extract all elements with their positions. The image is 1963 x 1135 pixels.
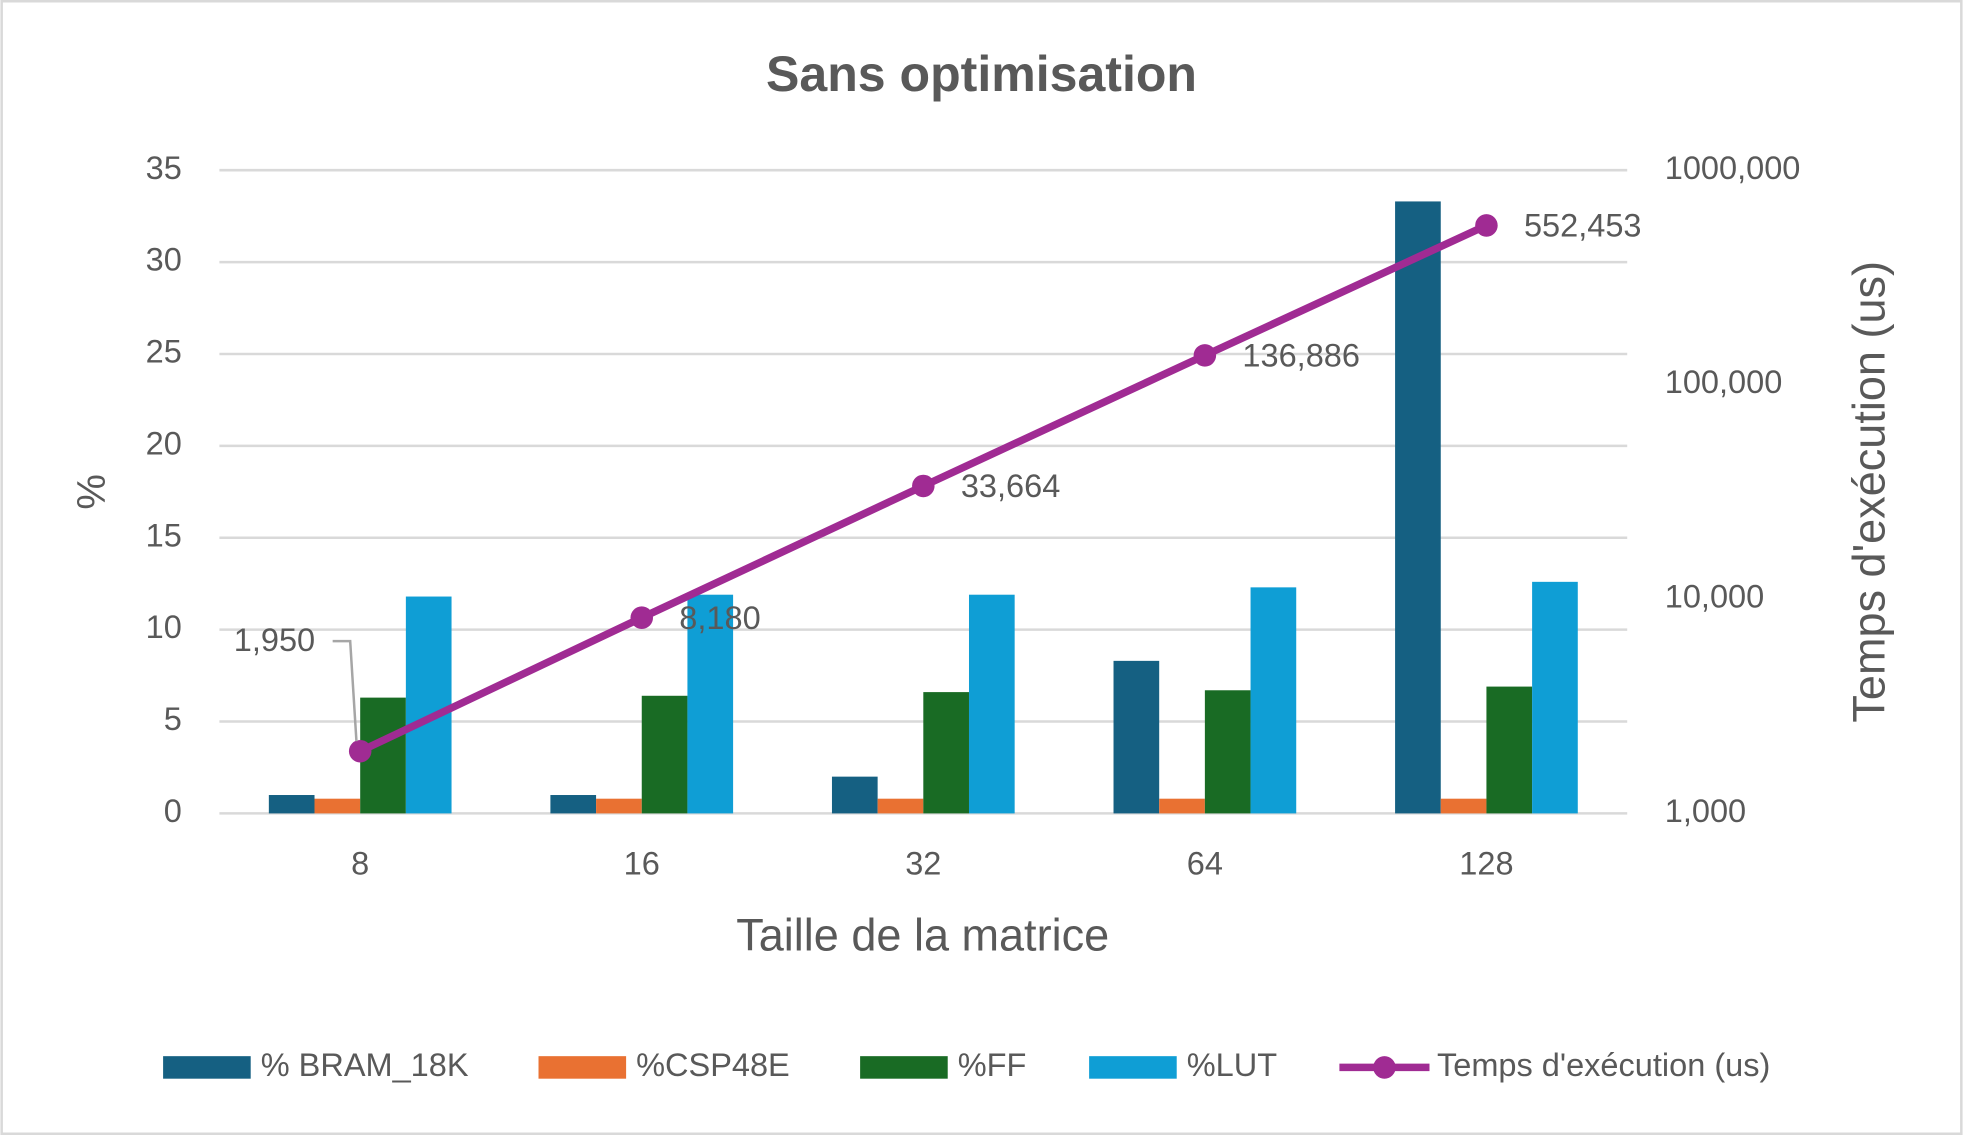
y-tick-label: 30 <box>146 242 182 278</box>
bar <box>1486 686 1533 814</box>
legend-label: Temps d'exécution (us) <box>1437 1047 1770 1083</box>
line-point <box>348 739 372 763</box>
data-label: 552,453 <box>1524 208 1642 244</box>
legend-swatch <box>538 1056 627 1079</box>
legend-label: %FF <box>958 1047 1027 1083</box>
bar <box>596 798 642 814</box>
y2-tick-label: 100,000 <box>1665 364 1783 400</box>
y-tick-label: 0 <box>164 793 182 829</box>
legend-swatch <box>1373 1056 1396 1079</box>
data-label: 33,664 <box>961 468 1060 504</box>
line-point <box>1475 214 1498 237</box>
line-point <box>1193 344 1217 367</box>
bar <box>923 692 969 814</box>
legend-swatch <box>1089 1056 1177 1079</box>
x-tick-label: 64 <box>1187 846 1223 882</box>
x-tick-label: 16 <box>624 846 660 882</box>
bar <box>1159 798 1205 814</box>
bar <box>831 776 878 814</box>
line-point <box>912 474 935 498</box>
y-tick-label: 20 <box>146 425 182 461</box>
y-tick-label: 35 <box>146 150 182 186</box>
y2-tick-label: 1000,000 <box>1665 150 1801 186</box>
y2-tick-label: 1,000 <box>1665 793 1746 829</box>
bar <box>1440 798 1487 814</box>
y2-tick-label: 10,000 <box>1665 579 1764 615</box>
bar <box>1395 201 1441 814</box>
legend-label: %CSP48E <box>636 1047 790 1083</box>
data-label: 8,180 <box>679 600 760 636</box>
bar <box>1113 660 1160 814</box>
legend-swatch <box>860 1056 948 1079</box>
y-axis-title: % <box>70 474 114 510</box>
bar <box>687 594 734 814</box>
legend-label: % BRAM_18K <box>261 1047 469 1083</box>
y2-axis-title: Temps d'exécution (us) <box>1843 261 1894 723</box>
y-tick-label: 5 <box>164 701 182 737</box>
x-axis-title: Taille de la matrice <box>736 909 1109 960</box>
bar <box>405 596 452 814</box>
bar <box>641 695 688 814</box>
bar <box>968 594 1015 814</box>
x-tick-label: 8 <box>351 846 369 882</box>
x-tick-label: 32 <box>905 846 941 882</box>
bar <box>1204 690 1251 814</box>
bar <box>268 795 315 814</box>
line-point <box>630 606 654 629</box>
bar <box>314 798 361 814</box>
y-tick-label: 10 <box>146 609 182 645</box>
y-tick-label: 15 <box>146 517 182 553</box>
y-tick-label: 25 <box>146 334 182 370</box>
chart-title: Sans optimisation <box>766 46 1197 102</box>
bar <box>550 795 597 814</box>
bar <box>877 798 924 814</box>
leader-line <box>332 639 358 742</box>
legend-swatch <box>163 1056 251 1079</box>
data-label: 136,886 <box>1242 337 1360 373</box>
bar <box>1250 587 1297 814</box>
data-label: 1,950 <box>234 622 315 658</box>
x-tick-label: 128 <box>1459 846 1513 882</box>
legend-label: %LUT <box>1187 1047 1277 1083</box>
bar <box>1532 581 1578 814</box>
